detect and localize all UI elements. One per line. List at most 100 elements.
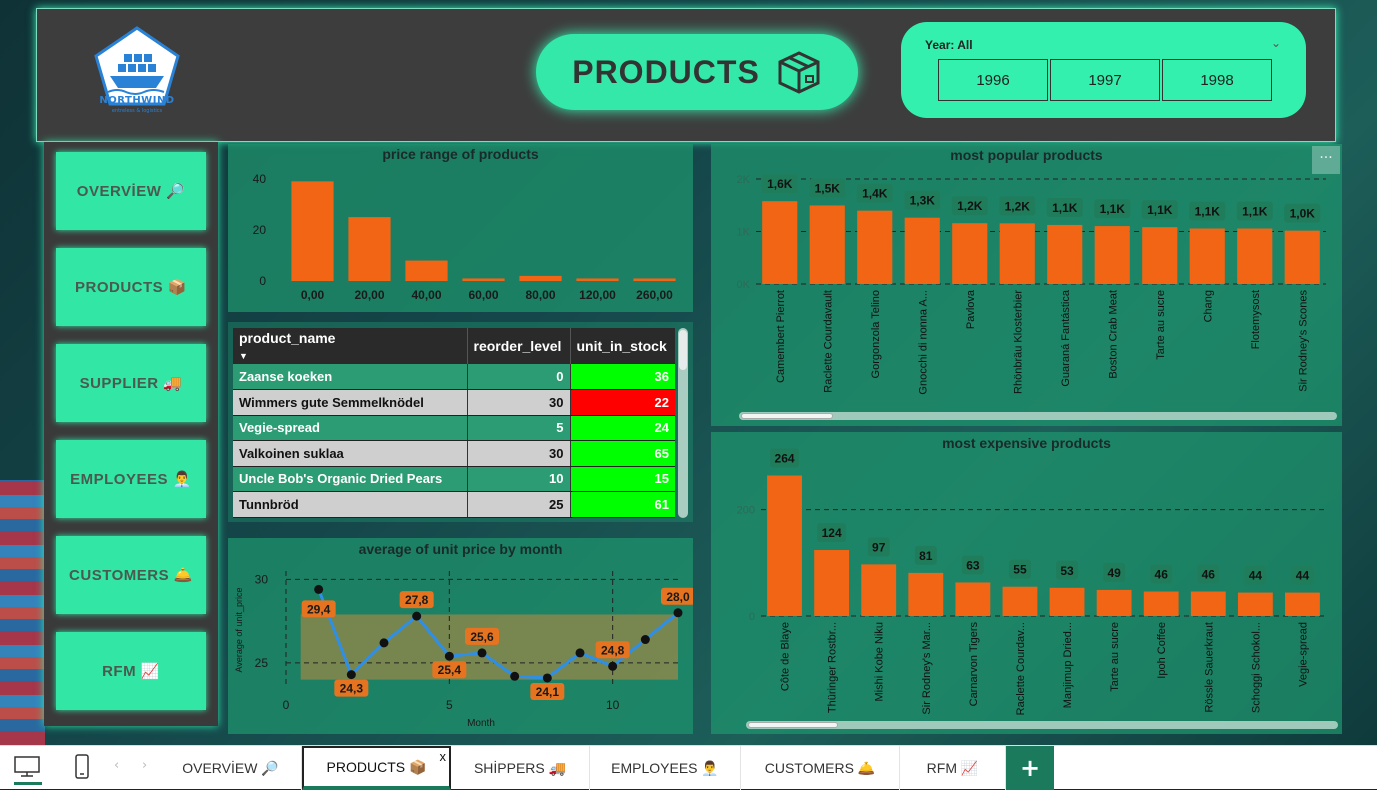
y-tick-label: 1K (737, 227, 751, 239)
add-page-button[interactable]: + (1006, 746, 1054, 790)
desktop-view-icon[interactable] (14, 755, 40, 779)
table-scroll-thumb[interactable] (679, 330, 687, 370)
data-label: 1,3K (910, 194, 936, 208)
bar (405, 260, 448, 281)
more-options-button[interactable]: ··· (1312, 146, 1340, 174)
data-point (640, 635, 650, 645)
nav-customers-button[interactable]: CUSTOMERS 🛎️ (56, 536, 206, 614)
cell-reorder-level: 5 (466, 415, 570, 441)
year-button-1998[interactable]: 1998 (1162, 59, 1272, 101)
data-point (412, 611, 422, 621)
data-label: 1,1K (1100, 202, 1126, 216)
popular-horizontal-scrollbar[interactable] (739, 412, 1337, 420)
bar (576, 278, 619, 281)
mobile-view-icon[interactable] (74, 754, 90, 780)
popular-panel: most popular products ··· 0K 1K 2K 1,6K Came… (711, 144, 1342, 426)
expensive-horizontal-scrollbar[interactable] (746, 721, 1338, 729)
data-label-bg (856, 183, 893, 203)
data-label: 63 (966, 558, 980, 572)
data-label-bg (1236, 201, 1273, 221)
data-label: 55 (1013, 563, 1027, 577)
bar (1237, 592, 1273, 616)
x-tick-label: 60,00 (468, 288, 498, 302)
data-point (346, 670, 356, 680)
data-label-bg (399, 591, 434, 609)
year-button-1997[interactable]: 1997 (1050, 59, 1160, 101)
data-label-bg (432, 661, 467, 679)
data-label: 28,0 (666, 590, 690, 604)
tab-customers[interactable]: CUSTOMERS 🛎️ (741, 746, 900, 790)
data-label-bg (761, 174, 798, 194)
expensive-scroll-thumb[interactable] (748, 722, 838, 728)
nav-supplier-button[interactable]: SUPPLIER 🚚 (56, 344, 206, 422)
x-tick-label: 0,00 (301, 288, 325, 302)
nav-rfm-button[interactable]: RFM 📈 (56, 632, 206, 710)
data-label-bg (334, 679, 369, 697)
column-header-reorder-level[interactable]: reorder_level (466, 328, 570, 364)
page-title: PRODUCTS (572, 53, 760, 90)
bar (291, 181, 334, 281)
data-label: 24,1 (536, 685, 560, 699)
bar (999, 223, 1035, 284)
tab-scroll-left-icon[interactable]: ‹ (114, 758, 120, 773)
data-label-bg (961, 555, 984, 575)
x-tick-label: 20,00 (354, 288, 384, 302)
data-label: 1,1K (1195, 205, 1221, 219)
y-tick-label: 2K (737, 174, 751, 186)
bar (1049, 587, 1085, 616)
nav-employees-button[interactable]: EMPLOYEES 👨‍💼 (56, 440, 206, 518)
data-label: 44 (1296, 569, 1310, 583)
data-label: 1,1K (1052, 201, 1078, 215)
popular-scroll-thumb[interactable] (741, 413, 833, 419)
table-row[interactable]: Tunnbröd 25 61 (233, 491, 675, 518)
tab-rfm[interactable]: RFM 📈 (900, 746, 1006, 790)
table-row[interactable]: Vegie-spread 5 24 (233, 415, 675, 441)
data-label-bg (1189, 201, 1226, 221)
cell-reorder-level: 0 (466, 364, 570, 390)
expensive-panel: most expensive products 0 200 264 Côte de B… (711, 432, 1342, 734)
x-tick-label: Flotemysost (1250, 290, 1262, 349)
bar (857, 210, 893, 284)
close-tab-icon[interactable]: x (439, 749, 447, 764)
data-label: 1,2K (1005, 199, 1031, 213)
data-label-bg (809, 178, 846, 198)
data-label: 24,3 (340, 682, 364, 696)
nav-products-button[interactable]: PRODUCTS 📦 (56, 248, 206, 326)
bar (904, 217, 940, 284)
x-tick-label: Raclette Courdav... (1015, 622, 1027, 715)
tab-overview[interactable]: OVERVİEW 🔎 (160, 746, 302, 790)
x-tick-label: Boston Crab Meat (1107, 290, 1119, 379)
x-tick-label: Vegie-spread (1297, 622, 1309, 687)
cell-product-name: Zaanse koeken (233, 364, 467, 390)
bar (861, 564, 897, 616)
data-label-bg (1094, 199, 1131, 219)
column-header-product-name[interactable]: product_name ▼ (233, 328, 467, 364)
box-icon (778, 51, 820, 94)
nav-overview-button[interactable]: OVERVİEW 🔎 (56, 152, 206, 230)
bar (1096, 589, 1132, 616)
background-containers (0, 480, 45, 745)
tab-shippers[interactable]: SHİPPERS 🚚 (451, 746, 590, 790)
table-vertical-scrollbar[interactable] (678, 328, 688, 518)
data-point (575, 648, 585, 658)
cell-unit-in-stock: 22 (569, 389, 675, 416)
data-label: 29,4 (307, 602, 331, 616)
column-header-unit-in-stock[interactable]: unit_in_stock (569, 328, 675, 364)
x-tick-label: Sir Rodney's Mar... (921, 622, 933, 715)
cell-unit-in-stock: 65 (569, 440, 675, 467)
table-row[interactable]: Valkoinen suklaa 30 65 (233, 440, 675, 467)
chevron-down-icon[interactable]: ⌄ (1271, 36, 1282, 50)
data-point (608, 661, 618, 671)
table-row[interactable]: Zaanse koeken 0 36 (233, 364, 675, 390)
data-point (673, 608, 683, 618)
y-tick-label: 25 (255, 656, 269, 670)
tab-employees[interactable]: EMPLOYEES 👨‍💼 (590, 746, 741, 790)
table-row[interactable]: Wimmers gute Semmelknödel 30 22 (233, 389, 675, 416)
year-button-1996[interactable]: 1996 (938, 59, 1048, 101)
tab-products[interactable]: PRODUCTS 📦 x (302, 746, 451, 790)
bar (1047, 224, 1083, 284)
data-label-bg (1103, 562, 1126, 582)
tab-scroll-right-icon[interactable]: › (142, 758, 148, 773)
data-label: 1,1K (1147, 203, 1173, 217)
table-row[interactable]: Uncle Bob's Organic Dried Pears 10 15 (233, 466, 675, 492)
